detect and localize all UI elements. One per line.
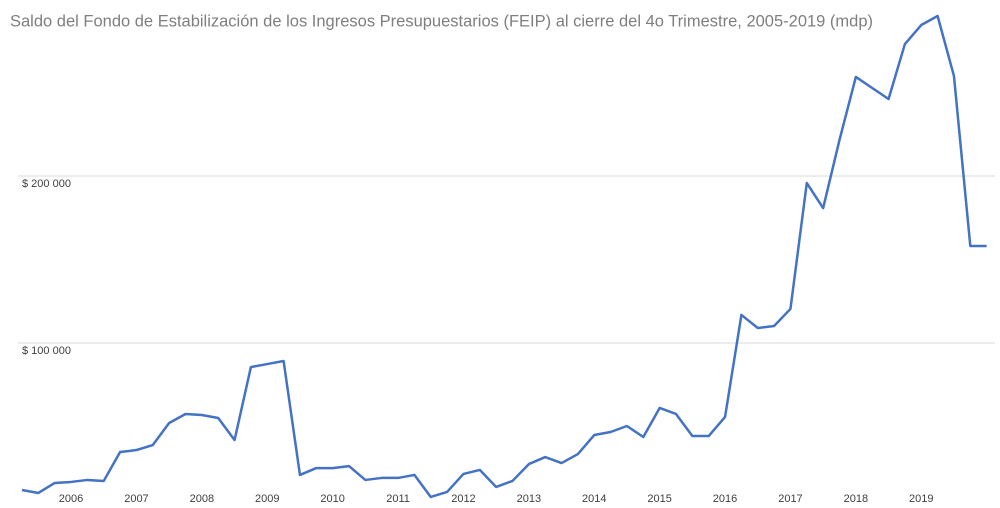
- chart-title: Saldo del Fondo de Estabilización de los…: [10, 12, 873, 30]
- x-tick-label: 2008: [190, 493, 214, 505]
- x-tick-label: 2013: [517, 493, 541, 505]
- x-tick-label: 2018: [844, 493, 868, 505]
- y-tick-label: $ 200 000: [22, 178, 71, 190]
- x-tick-label: 2011: [386, 493, 410, 505]
- x-tick-label: 2017: [778, 493, 802, 505]
- x-tick-label: 2006: [59, 493, 83, 505]
- x-tick-label: 2015: [647, 493, 671, 505]
- x-tick-label: 2016: [713, 493, 737, 505]
- data-line: [21, 14, 987, 499]
- x-tick-label: 2019: [909, 493, 933, 505]
- x-tick-label: 2010: [320, 493, 344, 505]
- x-tick-label: 2007: [124, 493, 148, 505]
- x-tick-label: 2009: [255, 493, 279, 505]
- y-tick-label: $ 100 000: [22, 345, 71, 357]
- x-tick-label: 2014: [582, 493, 606, 505]
- x-tick-label: 2012: [451, 493, 475, 505]
